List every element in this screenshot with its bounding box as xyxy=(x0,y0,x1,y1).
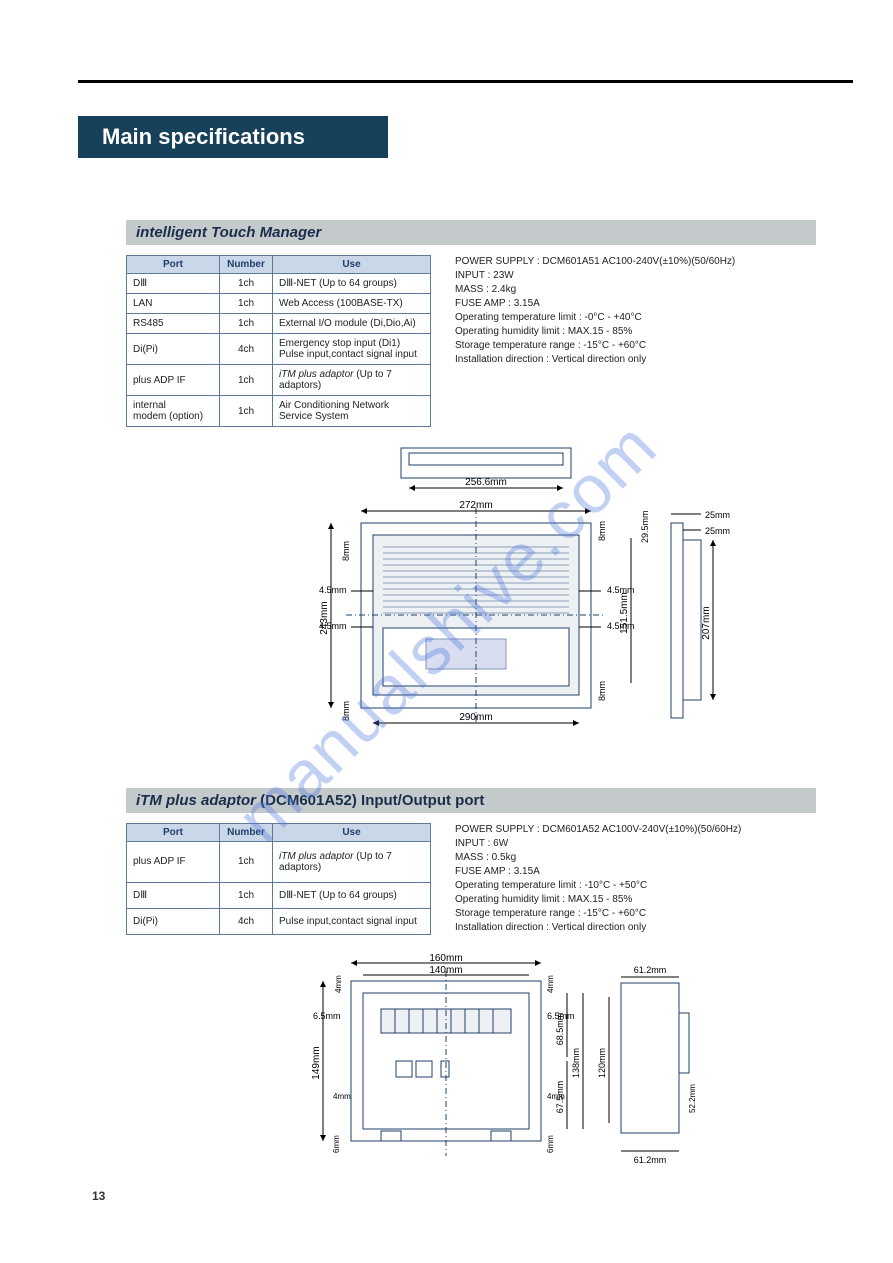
table-row: internalmodem (option)1chAir Conditionin… xyxy=(127,396,431,427)
svg-text:25mm: 25mm xyxy=(705,510,730,520)
svg-text:67.5mm: 67.5mm xyxy=(555,1081,565,1114)
svg-text:8mm: 8mm xyxy=(597,681,607,701)
table-row: LAN1chWeb Access (100BASE-TX) xyxy=(127,294,431,314)
spec-line: Installation direction : Vertical direct… xyxy=(455,921,816,935)
section1-table: Port Number Use DⅢ1chDⅢ-NET (Up to 64 gr… xyxy=(126,255,431,427)
spec-line: Operating temperature limit : -10°C - +5… xyxy=(455,879,816,893)
svg-text:256.6mm: 256.6mm xyxy=(465,477,507,488)
section1-diagram: 256.6mm xyxy=(126,443,816,758)
svg-text:138mm: 138mm xyxy=(571,1048,581,1078)
col-use: Use xyxy=(273,256,431,274)
spec-line: POWER SUPPLY : DCM601A52 AC100V-240V(±10… xyxy=(455,823,816,837)
svg-text:6.5mm: 6.5mm xyxy=(313,1011,341,1021)
page-number: 13 xyxy=(92,1189,105,1203)
svg-text:272mm: 272mm xyxy=(459,500,492,511)
svg-text:4mm: 4mm xyxy=(333,1092,351,1101)
svg-text:61.2mm: 61.2mm xyxy=(634,965,667,975)
svg-text:4mm: 4mm xyxy=(546,975,555,993)
svg-text:29.5mm: 29.5mm xyxy=(640,510,650,543)
svg-text:8mm: 8mm xyxy=(341,701,351,721)
svg-text:61.2mm: 61.2mm xyxy=(634,1155,667,1165)
svg-text:120mm: 120mm xyxy=(597,1048,607,1078)
section1-specs: POWER SUPPLY : DCM601A51 AC100-240V(±10%… xyxy=(455,255,816,427)
spec-line: Installation direction : Vertical direct… xyxy=(455,353,816,367)
svg-text:25mm: 25mm xyxy=(705,526,730,536)
section2-specs: POWER SUPPLY : DCM601A52 AC100V-240V(±10… xyxy=(455,823,816,935)
spec-line: INPUT : 6W xyxy=(455,837,816,851)
table-row: plus ADP IF1chiTM plus adaptor (Up to 7 … xyxy=(127,365,431,396)
svg-text:4.5mm: 4.5mm xyxy=(319,621,347,631)
svg-text:68.5mm: 68.5mm xyxy=(555,1013,565,1046)
spec-line: POWER SUPPLY : DCM601A51 AC100-240V(±10%… xyxy=(455,255,816,269)
spec-line: Operating humidity limit : MAX.15 - 85% xyxy=(455,325,816,339)
svg-text:160mm: 160mm xyxy=(429,953,462,964)
svg-text:4mm: 4mm xyxy=(334,975,343,993)
svg-text:207mm: 207mm xyxy=(701,606,712,639)
svg-text:6mm: 6mm xyxy=(332,1135,341,1153)
svg-text:149mm: 149mm xyxy=(311,1046,322,1079)
section1-heading: intelligent Touch Manager xyxy=(126,220,816,245)
svg-text:140mm: 140mm xyxy=(429,965,462,976)
table-row: plus ADP IF1chiTM plus adaptor (Up to 7 … xyxy=(127,842,431,883)
section2-heading: iTM plus adaptor (DCM601A52) Input/Outpu… xyxy=(126,788,816,813)
page-title: Main specifications xyxy=(78,116,388,158)
section2-diagram: 160mm 140mm 149mm 4mm 4mm 6.5mm 6.5mm 4m… xyxy=(126,951,816,1186)
spec-line: FUSE AMP : 3.15A xyxy=(455,297,816,311)
spec-line: Operating temperature limit : -0°C - +40… xyxy=(455,311,816,325)
table-row: RS4851chExternal I/O module (Di,Dio,Ai) xyxy=(127,314,431,334)
table-row: Di(Pi)4chEmergency stop input (Di1)Pulse… xyxy=(127,334,431,365)
spec-line: MASS : 0.5kg xyxy=(455,851,816,865)
top-rule xyxy=(78,80,853,83)
col-number: Number xyxy=(220,824,273,842)
col-number: Number xyxy=(220,256,273,274)
col-port: Port xyxy=(127,824,220,842)
svg-text:151.5mm: 151.5mm xyxy=(619,592,630,634)
svg-text:8mm: 8mm xyxy=(597,521,607,541)
spec-line: Storage temperature range : -15°C - +60°… xyxy=(455,339,816,353)
spec-line: INPUT : 23W xyxy=(455,269,816,283)
svg-text:290mm: 290mm xyxy=(459,712,492,723)
svg-text:8mm: 8mm xyxy=(341,541,351,561)
svg-text:6mm: 6mm xyxy=(546,1135,555,1153)
spec-line: FUSE AMP : 3.15A xyxy=(455,865,816,879)
table-row: DⅢ1chDⅢ-NET (Up to 64 groups) xyxy=(127,274,431,294)
svg-text:4.5mm: 4.5mm xyxy=(319,585,347,595)
spec-line: Operating humidity limit : MAX.15 - 85% xyxy=(455,893,816,907)
spec-line: MASS : 2.4kg xyxy=(455,283,816,297)
spec-line: Storage temperature range : -15°C - +60°… xyxy=(455,907,816,921)
table-row: DⅢ1chDⅢ-NET (Up to 64 groups) xyxy=(127,882,431,908)
table-row: Di(Pi)4chPulse input,contact signal inpu… xyxy=(127,908,431,934)
col-use: Use xyxy=(273,824,431,842)
svg-text:52.2mm: 52.2mm xyxy=(688,1084,697,1113)
section2-table: Port Number Use plus ADP IF1chiTM plus a… xyxy=(126,823,431,935)
col-port: Port xyxy=(127,256,220,274)
